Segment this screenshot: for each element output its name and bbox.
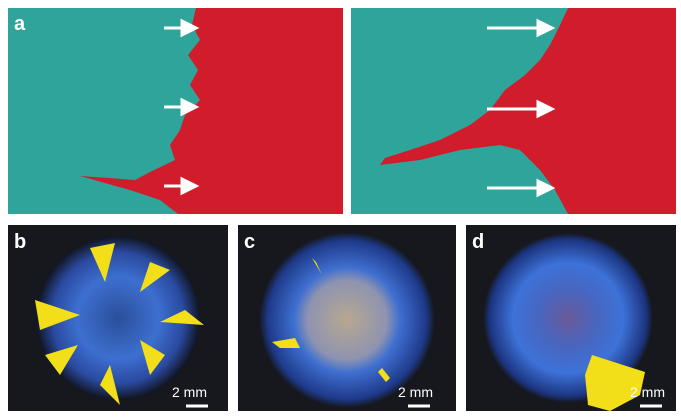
panel-label: c — [244, 231, 255, 253]
panel-a-left — [8, 8, 343, 214]
panel-label: d — [472, 231, 484, 253]
scale-bar: 2 mm — [630, 384, 665, 400]
panel-label: a — [14, 13, 26, 35]
panel-label: b — [14, 231, 26, 253]
panel-a-right — [351, 8, 676, 214]
scale-bar: 2 mm — [172, 384, 207, 400]
figure: a b 2 mm c 2 mm d — [0, 0, 681, 417]
scale-bar: 2 mm — [398, 384, 433, 400]
